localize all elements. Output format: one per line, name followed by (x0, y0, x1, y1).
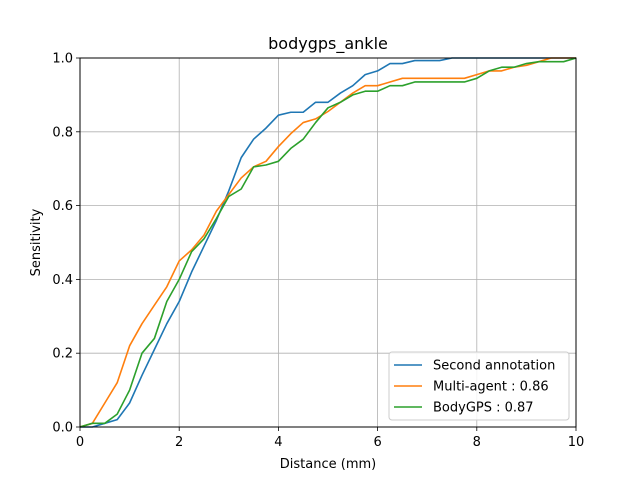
series-layer (80, 57, 576, 428)
y-tick-label: 0.8 (52, 125, 73, 140)
x-tick-label: 6 (373, 435, 381, 450)
chart-title: bodygps_ankle (268, 34, 388, 54)
x-tick-label: 10 (568, 435, 585, 450)
y-tick-label: 0.2 (52, 347, 73, 362)
ticks: 0 2 4 6 8 10 0.0 0.2 0.4 0.6 0.8 1.0 (52, 52, 584, 451)
y-tick-label: 0.6 (52, 199, 73, 214)
series-line-3 (80, 57, 576, 428)
grid (79, 57, 577, 428)
legend: Second annotation Multi-agent : 0.86 BodyG… (388, 351, 570, 421)
y-tick-label: 0.4 (52, 273, 73, 288)
plot-frame (79, 57, 577, 428)
x-axis-label: Distance (mm) (280, 457, 376, 472)
y-tick-label: 0.0 (52, 421, 73, 436)
series-line-1 (80, 57, 576, 428)
x-tick-label: 2 (175, 435, 183, 450)
legend-label-2: Multi-agent : 0.86 (433, 380, 549, 395)
y-axis-label: Sensitivity (29, 208, 44, 276)
legend-label-1: Second annotation (433, 359, 555, 374)
x-tick-label: 8 (473, 435, 481, 450)
legend-label-3: BodyGPS : 0.87 (433, 401, 534, 416)
x-tick-label: 4 (274, 435, 282, 450)
legend-box (388, 351, 570, 421)
series-line-2 (80, 57, 576, 428)
x-tick-label: 0 (76, 435, 84, 450)
y-tick-label: 1.0 (52, 52, 73, 67)
